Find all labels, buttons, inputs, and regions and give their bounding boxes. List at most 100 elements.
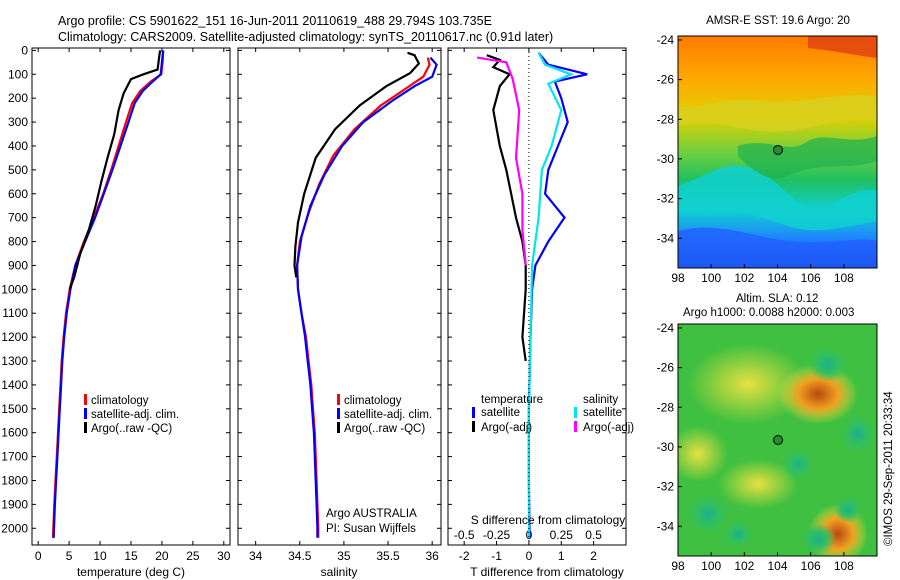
figure-title-line2: Climatology: CARS2009. Satellite-adjuste…	[58, 30, 553, 44]
legend-swatch-satellite	[84, 408, 87, 419]
y-tick-label: 1000	[1, 282, 28, 296]
y-tick-label: 1500	[1, 402, 28, 416]
sst-map-title: AMSR-E SST: 19.6 Argo: 20	[706, 15, 850, 27]
x-tick-label: 25	[186, 549, 200, 563]
y-tick-label: 700	[8, 211, 28, 225]
difference-legend: temperature satellite Argo(-adj) salinit…	[472, 394, 634, 434]
series-line-2	[68, 50, 162, 290]
x-tick-label: 35.5	[376, 549, 400, 563]
legend-label-argo: Argo(..raw -QC)	[91, 423, 172, 435]
x-tick-label: 2	[590, 549, 597, 563]
argo-float-marker-sst	[773, 145, 783, 155]
y-tick-label: 1300	[1, 354, 28, 368]
temperature-panel	[31, 47, 231, 546]
salinity-panel	[237, 47, 442, 546]
map-x-tick-label: 106	[801, 271, 821, 285]
x-top-tick-label: -0.5	[454, 528, 475, 542]
legend-swatch-satellite	[337, 408, 340, 419]
map-x-tick-label: 98	[671, 271, 685, 285]
y-tick-label: 200	[8, 91, 28, 105]
x-tick-label: 5	[66, 549, 73, 563]
salinity-legend: climatology satellite-adj. clim. Argo(..…	[326, 394, 432, 535]
sst-map: AMSR-E SST: 19.6 Argo: 20 98 100 102 104 106…	[657, 15, 878, 285]
figure-title-line1: Argo profile: CS 5901622_151 16-Jun-2011…	[58, 14, 492, 28]
series-line-1	[295, 56, 438, 538]
x-tick-label: -2	[459, 549, 470, 563]
map-y-tick-label: -30	[657, 152, 675, 166]
x-tick-label: 0	[35, 549, 42, 563]
series-line-1	[52, 50, 165, 538]
x-tick-label: -1	[491, 549, 502, 563]
x-tick-label: 0	[526, 549, 533, 563]
map-x-tick-label: 108	[834, 559, 854, 573]
y-tick-label: 1200	[1, 330, 28, 344]
diff-top-label: S difference from climatology	[471, 513, 626, 527]
y-tick-label: 800	[8, 235, 28, 249]
y-tick-label: 1800	[1, 473, 28, 487]
legend-label-argo: Argo(..raw -QC)	[344, 423, 425, 435]
map-x-tick-label: 106	[801, 559, 821, 573]
map-y-tick-label: -24	[657, 321, 675, 335]
map-x-tick-label: 100	[701, 559, 721, 573]
x-tick-label: 34	[249, 549, 263, 563]
diff-xlabel: T difference from climatology	[470, 565, 624, 579]
y-tick-label: 0	[21, 43, 28, 57]
x-top-tick-label: 0.25	[550, 528, 574, 542]
x-tick-label: 1	[558, 549, 565, 563]
legend-label-climatology: climatology	[344, 395, 402, 407]
legend-swatch-argo	[337, 422, 340, 433]
sla-map: Altim. SLA: 0.12 Argo h1000: 0.0088 h200…	[657, 293, 878, 573]
argo-float-marker-sla	[773, 435, 783, 445]
map-x-tick-label: 98	[671, 559, 685, 573]
x-tick-label: 20	[155, 549, 169, 563]
temperature-legend: climatology satellite-adj. clim. Argo(..…	[84, 394, 179, 435]
y-tick-label: 2000	[1, 521, 28, 535]
y-tick-label: 1100	[2, 306, 28, 320]
legend-label-climatology: climatology	[91, 395, 149, 407]
x-top-tick-label: -0.25	[483, 528, 511, 542]
map-y-tick-label: -26	[657, 73, 675, 87]
map-y-tick-label: -30	[657, 440, 675, 454]
x-tick-label: 36	[425, 549, 439, 563]
map-y-tick-label: -26	[657, 361, 675, 375]
legend-label-satellite: satellite-adj. clim.	[344, 409, 432, 421]
map-y-tick-label: -32	[657, 480, 675, 494]
legend-title-salinity: salinity	[583, 394, 618, 406]
y-tick-label: 1400	[1, 378, 28, 392]
map-x-tick-label: 108	[834, 271, 854, 285]
legend-label-temp-satellite: satellite	[481, 407, 520, 419]
legend-label-satellite: satellite-adj. clim.	[91, 409, 179, 421]
map-y-tick-label: -24	[657, 33, 675, 47]
y-tick-label: 600	[8, 187, 28, 201]
series-line-1	[486, 54, 527, 362]
legend-swatch-temp-satellite	[472, 407, 475, 418]
series-line-2	[293, 51, 421, 278]
legend-label-sal-satellite: satellite	[583, 407, 622, 419]
map-y-tick-label: -34	[657, 519, 675, 533]
y-tick-label: 1900	[1, 497, 28, 511]
map-x-tick-label: 104	[767, 559, 787, 573]
difference-panel	[447, 47, 627, 546]
sla-map-title-line2: Argo h1000: 0.0088 h2000: 0.003	[683, 307, 854, 319]
map-y-tick-label: -32	[657, 192, 675, 206]
map-y-tick-label: -28	[657, 400, 675, 414]
map-x-tick-label: 104	[767, 271, 787, 285]
legend-label-temp-argo: Argo(-adj)	[481, 422, 532, 434]
y-tick-label: 900	[8, 258, 28, 272]
y-tick-label: 1600	[1, 426, 28, 440]
imos-credit: ©IMOS 29-Sep-2011 20:33:34	[883, 391, 895, 546]
legend-swatch-argo	[84, 422, 87, 433]
pi-label: PI: Susan Wijffels	[326, 523, 416, 535]
map-y-tick-label: -28	[657, 112, 675, 126]
map-x-tick-label: 102	[734, 559, 754, 573]
argo-australia-label: Argo AUSTRALIA	[326, 508, 417, 520]
map-x-tick-label: 100	[701, 271, 721, 285]
legend-title-temperature: temperature	[481, 394, 543, 406]
y-tick-label: 300	[8, 115, 28, 129]
map-y-tick-label: -34	[657, 231, 675, 245]
x-tick-label: 34.5	[288, 549, 312, 563]
legend-swatch-temp-argo	[472, 421, 475, 432]
legend-swatch-sal-argo	[574, 421, 577, 432]
legend-swatch-climatology	[84, 394, 87, 405]
